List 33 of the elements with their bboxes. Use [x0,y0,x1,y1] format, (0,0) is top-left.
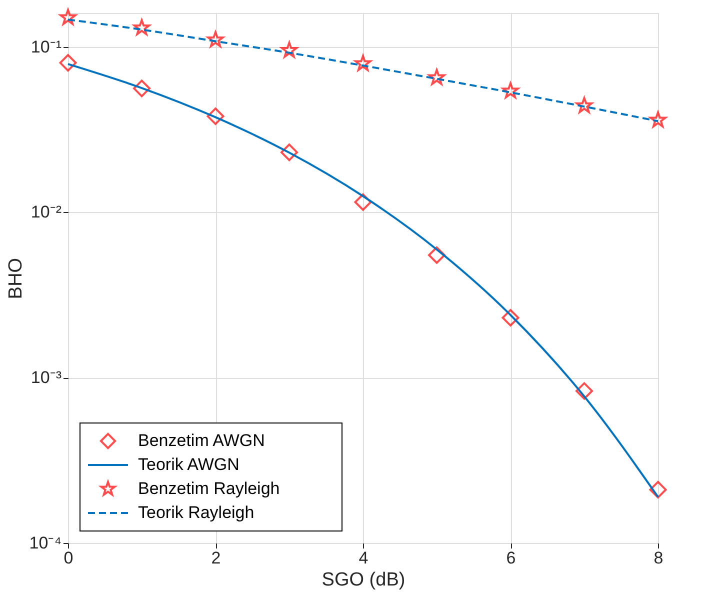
x-axis-title: SGO (dB) [322,570,406,590]
point [354,193,372,211]
point [576,382,593,400]
point [207,31,224,48]
point [649,480,667,498]
point [133,80,150,98]
x-tick-label: 2 [211,548,221,568]
point [133,19,150,36]
y-tick-label: 10⁻² [30,202,62,222]
legend-label: Benzetim Rayleigh [138,479,280,498]
legend-label: Teorik AWGN [138,455,240,474]
point [576,96,593,114]
y-tick-label: 10⁻⁴ [29,534,62,552]
y-tick-label: 10⁻¹ [30,37,62,56]
legend-label: Teorik Rayleigh [138,503,254,522]
point [428,68,446,85]
point [60,8,76,25]
point [280,42,298,58]
point [502,309,520,326]
x-tick-label: 6 [506,548,516,568]
y-tick-label: 10⁻³ [30,368,62,388]
point [206,108,224,126]
point [428,246,446,264]
legend-label: Benzetim AWGN [138,431,265,450]
x-tick-label: 8 [654,548,664,568]
x-tick-label: 0 [64,548,74,568]
point [280,144,298,162]
point [502,82,519,98]
point [354,54,372,71]
point [650,111,666,128]
y-axis-title: BHO [5,258,26,300]
x-tick-label: 4 [358,548,368,568]
point [59,54,77,72]
